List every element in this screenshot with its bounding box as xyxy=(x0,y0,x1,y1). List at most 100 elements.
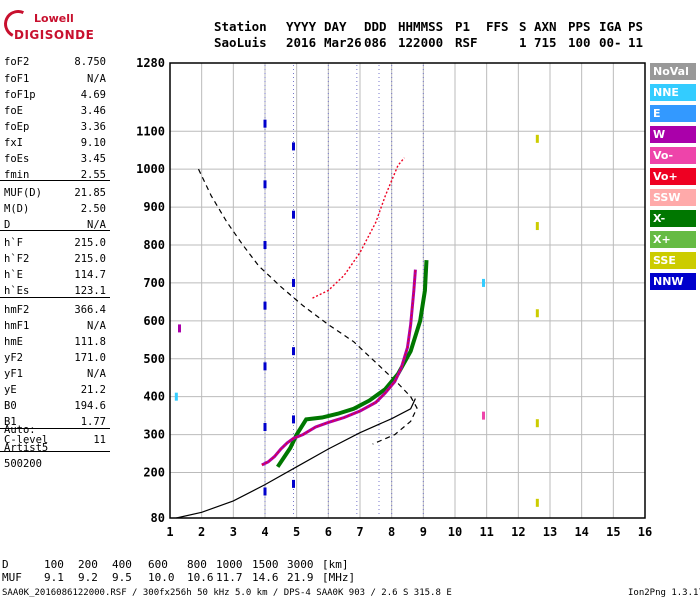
legend-item-e: E xyxy=(650,105,696,122)
echo-point xyxy=(292,479,295,488)
x-tick-label: 6 xyxy=(325,525,332,539)
dashed-profile-line xyxy=(197,168,418,445)
param-row: yF1 N/A xyxy=(2,368,108,382)
header-value-1: 2016 xyxy=(286,35,317,50)
echo-point xyxy=(482,278,485,287)
param-value: N/A xyxy=(87,73,106,85)
echo-point xyxy=(292,278,295,287)
header-value-9: 100 xyxy=(568,35,591,50)
y-tick-label: 300 xyxy=(143,428,165,442)
param-row: foEp 3.36 xyxy=(2,121,108,135)
muf-frequency: 14.6 xyxy=(252,571,279,584)
x-tick-label: 11 xyxy=(479,525,493,539)
param-row: fmin 2.55 xyxy=(2,169,108,183)
header-value-5: RSF xyxy=(455,35,478,50)
muf-distance: 100 xyxy=(44,558,64,571)
echo-point xyxy=(535,222,539,231)
param-value: 114.7 xyxy=(74,269,106,281)
y-tick-label: 400 xyxy=(143,390,165,404)
auto-row: Artist5 xyxy=(2,442,108,456)
header-value-3: 086 xyxy=(364,35,387,50)
param-row: hmF1 N/A xyxy=(2,320,108,334)
x-tick-label: 1 xyxy=(166,525,173,539)
header-label-5: P1 xyxy=(455,19,471,34)
param-name: fmin xyxy=(4,169,30,181)
y-tick-label: 800 xyxy=(143,238,165,252)
auto-program: Artist5 xyxy=(4,442,49,454)
x-tick-label: 8 xyxy=(388,525,395,539)
param-name: h`F2 xyxy=(4,253,30,265)
y-tick-label: 900 xyxy=(143,200,165,214)
muf-frequency: [MHz] xyxy=(322,571,356,584)
echo-point xyxy=(292,142,295,151)
x-tick-label: 9 xyxy=(420,525,427,539)
header-label-4: HHMMSS xyxy=(398,19,444,34)
x-tick-label: 14 xyxy=(574,525,588,539)
x-tick-label: 3 xyxy=(230,525,237,539)
header-label-7: S xyxy=(519,19,527,34)
param-value: 111.8 xyxy=(74,336,106,348)
echo-point xyxy=(263,423,267,431)
param-row: foF2 8.750 xyxy=(2,56,108,70)
auto-row: Auto: xyxy=(2,424,108,438)
y-tick-label: 1280 xyxy=(136,56,165,70)
param-value: 123.1 xyxy=(74,285,106,297)
header-label-1: YYYY xyxy=(286,19,317,34)
header-value-8: 715 xyxy=(534,35,557,50)
param-value: 21.2 xyxy=(80,384,106,396)
muf-frequency: 21.9 xyxy=(287,571,314,584)
echo-point xyxy=(263,301,267,310)
plot-frame xyxy=(169,62,646,519)
muf-distance: 400 xyxy=(112,558,132,571)
echo-point xyxy=(263,119,267,128)
param-name: foEs xyxy=(4,153,30,165)
param-value: 215.0 xyxy=(74,253,106,265)
echo-point xyxy=(535,419,539,428)
param-name: hmE xyxy=(4,336,23,348)
legend-item-w: W xyxy=(650,126,696,143)
echo-point xyxy=(178,324,181,333)
echo-point xyxy=(292,415,295,424)
param-row: B0 194.6 xyxy=(2,400,108,414)
x-tick-label: 2 xyxy=(198,525,205,539)
echo-point xyxy=(263,241,267,249)
param-row: MUF(D) 21.85 xyxy=(2,187,108,201)
header-label-9: PPS xyxy=(568,19,591,34)
muf-distance: 3000 xyxy=(287,558,314,571)
x-tick-label: 16 xyxy=(638,525,652,539)
y-tick-label: 500 xyxy=(143,352,165,366)
param-separator xyxy=(0,180,110,181)
param-name: B0 xyxy=(4,400,17,412)
param-row: foEs 3.45 xyxy=(2,153,108,167)
param-value: 21.85 xyxy=(74,187,106,199)
logo-line1: Lowell xyxy=(34,12,74,25)
param-name: foEp xyxy=(4,121,30,133)
header-label-2: DAY xyxy=(324,19,347,34)
x-tick-label: 12 xyxy=(511,525,525,539)
param-value: 3.36 xyxy=(80,121,106,133)
muf-distance: 600 xyxy=(148,558,168,571)
param-name: h`F xyxy=(4,237,23,249)
legend-item-vo: Vo- xyxy=(650,147,696,164)
param-row: h`E 114.7 xyxy=(2,269,108,283)
param-row: yF2 171.0 xyxy=(2,352,108,366)
param-name: D xyxy=(4,219,11,231)
y-tick-label: 700 xyxy=(143,276,165,290)
muf-d-label: D xyxy=(2,558,9,571)
param-name: h`E xyxy=(4,269,23,281)
param-name: C-level xyxy=(4,434,49,446)
header-value-2: Mar26 xyxy=(324,35,362,50)
legend-item-nne: NNE xyxy=(650,84,696,101)
param-row: h`F 215.0 xyxy=(2,237,108,251)
param-row: hmF2 366.4 xyxy=(2,304,108,318)
param-value: 2.55 xyxy=(80,169,106,181)
header-label-11: PS xyxy=(628,19,644,34)
param-row: C-level 11 xyxy=(2,434,108,448)
param-value: 1.77 xyxy=(80,416,106,428)
echo-point xyxy=(263,180,267,189)
muf-distance: [km] xyxy=(322,558,349,571)
param-row: foE 3.46 xyxy=(2,105,108,119)
x-trace-line xyxy=(276,260,429,468)
param-value: 11 xyxy=(93,434,106,446)
